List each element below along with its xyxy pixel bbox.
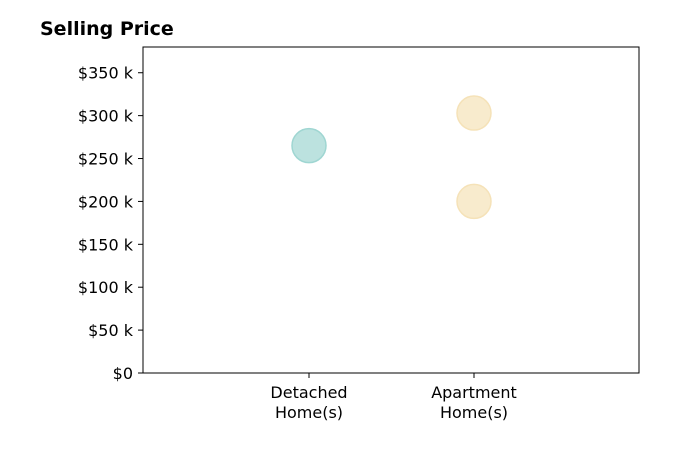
points-layer bbox=[291, 95, 492, 220]
x-tick-label: Detached Home(s) bbox=[270, 383, 347, 422]
x-tick-label: Apartment Home(s) bbox=[431, 383, 517, 422]
data-point bbox=[291, 127, 327, 164]
x-axis: Detached Home(s) Apartment Home(s) bbox=[270, 373, 517, 422]
data-point bbox=[456, 183, 492, 220]
y-tick-label: $100 k bbox=[78, 278, 134, 297]
chart-title: Selling Price bbox=[40, 18, 174, 40]
data-point bbox=[456, 95, 492, 131]
y-tick-label: $250 k bbox=[78, 150, 134, 169]
y-tick-label: $50 k bbox=[88, 321, 134, 340]
y-tick-label: $150 k bbox=[78, 235, 134, 254]
y-tick-label: $300 k bbox=[78, 107, 134, 126]
plot-frame bbox=[142, 46, 640, 374]
y-tick-label: $350 k bbox=[78, 64, 134, 83]
y-tick-label: $0 bbox=[113, 364, 133, 383]
y-axis: $0 $50 k $100 k $150 k $200 k $250 k $300 k $35… bbox=[78, 64, 143, 383]
y-tick-label: $200 k bbox=[78, 192, 134, 211]
